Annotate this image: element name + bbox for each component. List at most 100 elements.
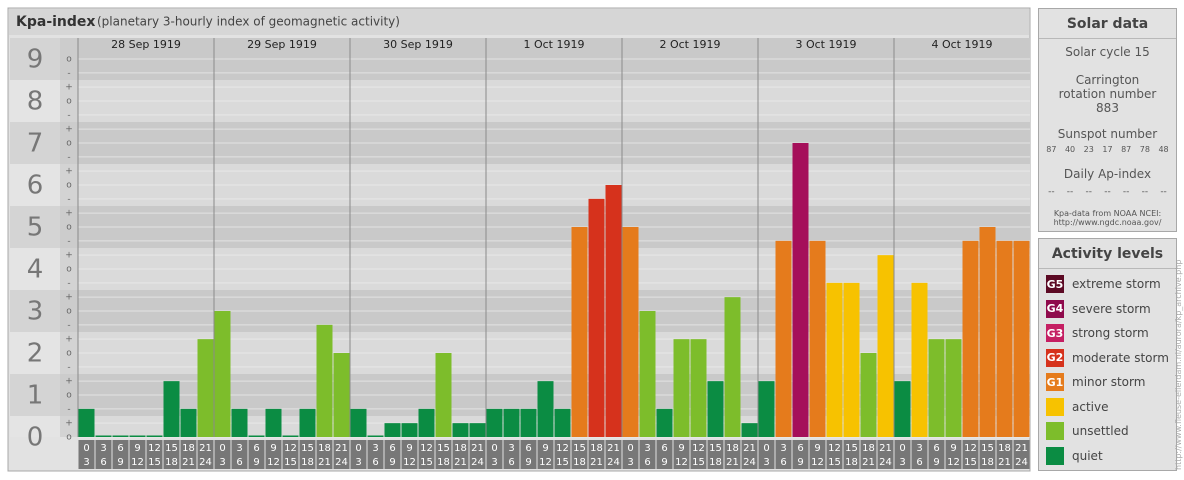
hour-box	[129, 440, 146, 469]
bar	[316, 324, 333, 437]
legend-item: G2 moderate storm	[1046, 348, 1169, 368]
hour-box	[639, 440, 656, 469]
legend-swatch: G1	[1046, 373, 1064, 391]
hour-label: 24	[879, 457, 892, 468]
hour-box	[758, 440, 775, 469]
bar	[843, 282, 860, 437]
hour-box	[214, 440, 231, 469]
sunspot-number: 87	[1046, 145, 1057, 154]
hour-box	[316, 440, 333, 469]
bar	[894, 381, 911, 437]
y-minor-tick-label: o	[66, 55, 72, 65]
hour-box	[78, 440, 95, 469]
hour-label: 0	[83, 443, 89, 454]
label-band	[10, 332, 60, 374]
hour-label: 3	[780, 443, 786, 454]
y-minor-tick-label: -	[67, 194, 70, 204]
y-minor-tick-label: +	[65, 167, 73, 177]
hour-label: 9	[933, 457, 939, 468]
label-band	[10, 290, 60, 332]
y-tick-label: 5	[27, 213, 44, 243]
hour-label: 21	[743, 443, 756, 454]
y-tick-label: 0	[27, 423, 44, 453]
y-minor-tick-label: o	[66, 223, 72, 233]
hour-box	[792, 440, 809, 469]
legend-label: strong storm	[1072, 326, 1149, 340]
hour-label: 9	[542, 443, 548, 454]
hour-box	[571, 440, 588, 469]
hour-label: 24	[471, 457, 484, 468]
y-tick-label: 2	[27, 339, 44, 369]
hour-label: 15	[556, 457, 569, 468]
bar	[401, 423, 418, 437]
bar	[180, 408, 197, 437]
y-tick-label: 8	[27, 87, 44, 117]
hour-label: 15	[301, 443, 314, 454]
band	[10, 416, 1030, 437]
hour-label: 12	[131, 457, 144, 468]
hour-label: 18	[318, 443, 331, 454]
bar	[333, 353, 350, 437]
hour-label: 6	[797, 443, 803, 454]
hour-label: 18	[709, 457, 722, 468]
hour-label: 3	[355, 457, 361, 468]
bar	[588, 198, 605, 437]
sunspot-row: 87 40 23 17 87 78 48	[1042, 145, 1173, 154]
hour-label: 9	[797, 457, 803, 468]
chart: Kpa-index (planetary 3-hourly index of g…	[7, 7, 1031, 472]
bar	[469, 423, 486, 437]
hour-label: 15	[437, 443, 450, 454]
chart-subtitle: (planetary 3-hourly index of geomagnetic…	[97, 15, 400, 29]
chart-title: Kpa-index	[16, 14, 95, 30]
hour-label: 9	[253, 457, 259, 468]
hour-box	[95, 440, 112, 469]
bar	[809, 240, 826, 437]
hour-box	[860, 440, 877, 469]
title-bar	[9, 9, 1029, 35]
hour-box	[367, 440, 384, 469]
hour-label: 12	[267, 457, 280, 468]
solar-cycle: Solar cycle 15	[1065, 45, 1150, 59]
hour-label: 18	[590, 443, 603, 454]
hour-label: 3	[627, 457, 633, 468]
hour-label: 0	[491, 443, 497, 454]
y-tick-label: 4	[27, 255, 44, 285]
hour-label: 18	[182, 443, 195, 454]
bar	[724, 297, 741, 437]
sunspot-title: Sunspot number	[1057, 127, 1158, 141]
hour-label: 15	[284, 457, 297, 468]
ap-value: --	[1085, 187, 1093, 197]
bar	[112, 435, 129, 437]
hour-label: 6	[253, 443, 259, 454]
hour-label: 21	[726, 457, 739, 468]
hour-label: 18	[454, 443, 467, 454]
hour-label: 6	[933, 443, 939, 454]
hour-label: 12	[947, 457, 960, 468]
hour-box	[418, 440, 435, 469]
bar	[690, 339, 707, 437]
sunspot-number: 40	[1064, 145, 1076, 154]
hour-box	[231, 440, 248, 469]
day-label: 30 Sep 1919	[383, 38, 453, 51]
hour-box	[299, 440, 316, 469]
hour-label: 6	[100, 457, 106, 468]
hour-label: 12	[539, 457, 552, 468]
legend-label: moderate storm	[1072, 350, 1169, 365]
hour-label: 6	[661, 443, 667, 454]
label-band	[10, 206, 60, 248]
day-label: 2 Oct 1919	[659, 38, 720, 51]
bar	[826, 282, 843, 437]
hour-box	[554, 440, 571, 469]
hour-box	[452, 440, 469, 469]
legend-swatch: G3	[1046, 324, 1064, 342]
bar	[605, 185, 622, 437]
sunspot-number: 17	[1102, 145, 1113, 154]
panel-title: Activity levels	[1039, 239, 1176, 269]
hour-label: 18	[573, 457, 586, 468]
bar	[1013, 240, 1030, 437]
hour-box	[248, 440, 265, 469]
bar	[860, 353, 877, 437]
hour-label: 21	[879, 443, 892, 454]
hour-box	[945, 440, 962, 469]
hour-box	[486, 440, 503, 469]
